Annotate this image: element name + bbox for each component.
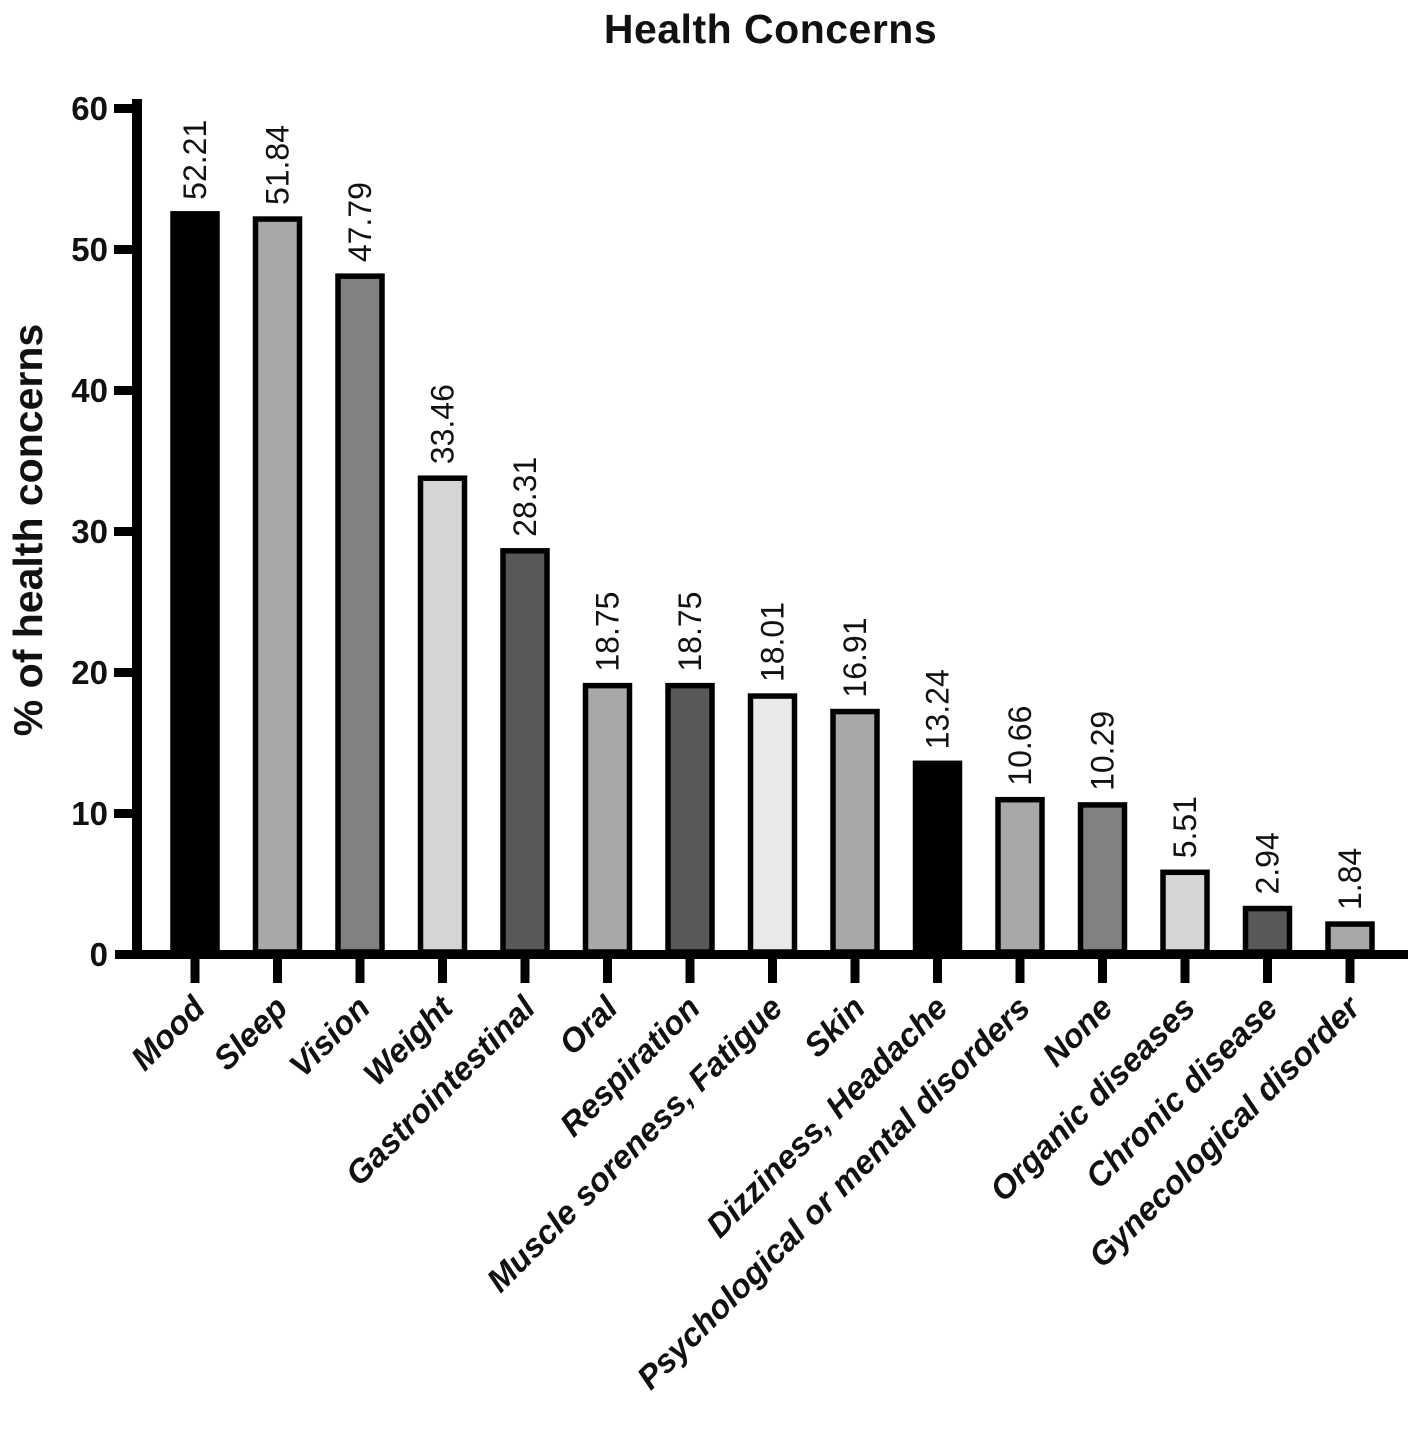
x-tick-none bbox=[1098, 959, 1107, 983]
value-label-organic-diseases: 5.51 bbox=[1167, 796, 1203, 858]
value-label-none: 10.29 bbox=[1085, 711, 1121, 791]
y-tick-label-50: 50 bbox=[71, 231, 108, 268]
value-label-mood: 52.21 bbox=[177, 120, 213, 200]
chart-title: Health Concerns bbox=[603, 6, 938, 52]
category-label-oral: Oral bbox=[552, 988, 625, 1061]
value-label-respiration: 18.75 bbox=[672, 592, 708, 672]
y-tick-label-60: 60 bbox=[71, 90, 108, 127]
value-label-oral: 18.75 bbox=[590, 592, 626, 672]
value-label-sleep: 51.84 bbox=[260, 125, 296, 205]
bar-organic-diseases bbox=[1160, 869, 1210, 955]
x-tick-organic-diseases bbox=[1180, 959, 1190, 983]
y-tick-label-0: 0 bbox=[90, 936, 108, 973]
y-tick-30 bbox=[114, 527, 132, 536]
bar-muscle-soreness-fatigue bbox=[747, 693, 798, 955]
y-tick-label-10: 10 bbox=[71, 795, 108, 832]
x-tick-respiration bbox=[685, 959, 695, 983]
y-tick-60 bbox=[114, 104, 132, 113]
category-label-skin: Skin bbox=[796, 989, 871, 1064]
bar-sleep bbox=[252, 216, 303, 955]
bar-gynecological-disorder bbox=[1325, 921, 1375, 955]
bar-respiration bbox=[665, 682, 715, 955]
bar-gastrointestinal bbox=[500, 548, 550, 955]
x-tick-vision bbox=[355, 959, 365, 983]
value-label-skin: 16.91 bbox=[837, 617, 873, 697]
bar-weight bbox=[417, 475, 468, 955]
x-tick-psychological-or-mental-disorders bbox=[1015, 959, 1025, 983]
value-label-gastrointestinal: 28.31 bbox=[507, 457, 543, 537]
y-tick-label-30: 30 bbox=[71, 513, 108, 550]
x-tick-mood bbox=[190, 959, 200, 983]
bar-oral bbox=[582, 682, 633, 955]
x-tick-gastrointestinal bbox=[520, 959, 530, 983]
category-label-mood: Mood bbox=[124, 988, 213, 1077]
bar-skin bbox=[830, 708, 880, 955]
y-tick-label-40: 40 bbox=[71, 372, 108, 409]
y-tick-50 bbox=[114, 245, 132, 254]
value-label-muscle-soreness-fatigue: 18.01 bbox=[755, 602, 791, 682]
x-tick-chronic-disease bbox=[1263, 959, 1272, 983]
bar-chronic-disease bbox=[1242, 905, 1293, 955]
bar-mood bbox=[170, 211, 220, 955]
bar-vision bbox=[335, 273, 385, 955]
y-tick-20 bbox=[114, 668, 132, 677]
bar-none bbox=[1077, 802, 1128, 955]
x-tick-skin bbox=[850, 959, 860, 983]
x-tick-gynecological-disorder bbox=[1345, 959, 1355, 983]
x-tick-weight bbox=[438, 959, 447, 983]
x-tick-oral bbox=[603, 959, 612, 983]
value-label-psychological-or-mental-disorders: 10.66 bbox=[1002, 706, 1038, 786]
x-tick-sleep bbox=[273, 959, 282, 983]
y-axis-spine bbox=[132, 99, 142, 959]
value-label-weight: 33.46 bbox=[425, 384, 461, 464]
value-label-vision: 47.79 bbox=[342, 182, 378, 262]
y-tick-40 bbox=[114, 386, 132, 395]
category-label-sleep: Sleep bbox=[206, 989, 294, 1077]
value-label-dizziness-headache: 13.24 bbox=[920, 669, 956, 749]
x-tick-dizziness-headache bbox=[933, 959, 942, 983]
bar-psychological-or-mental-disorders bbox=[995, 796, 1045, 955]
value-label-chronic-disease: 2.94 bbox=[1250, 832, 1286, 894]
value-label-gynecological-disorder: 1.84 bbox=[1332, 848, 1368, 910]
bar-dizziness-headache bbox=[912, 760, 963, 955]
y-tick-label-20: 20 bbox=[71, 654, 108, 691]
x-tick-muscle-soreness-fatigue bbox=[768, 959, 777, 983]
y-tick-10 bbox=[114, 809, 132, 818]
